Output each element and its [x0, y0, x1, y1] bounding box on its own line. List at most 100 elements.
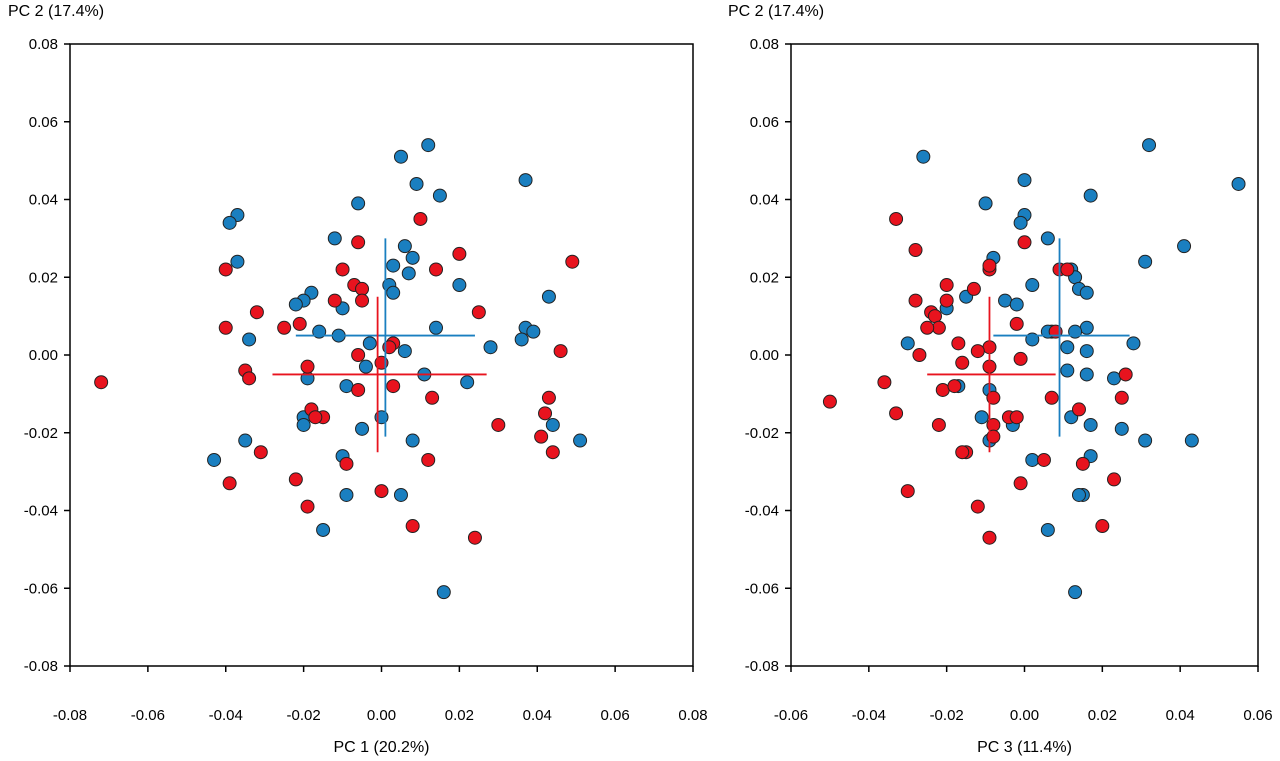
- red-point: [452, 246, 467, 261]
- blue-series: [900, 138, 1246, 600]
- blue-point: [526, 324, 541, 339]
- blue-point: [1126, 336, 1141, 351]
- blue-point: [397, 239, 412, 254]
- blue-point: [339, 379, 354, 394]
- x-tick-label: 0.06: [1243, 707, 1272, 724]
- red-point: [308, 410, 323, 425]
- blue-point: [573, 433, 588, 448]
- red-point: [955, 445, 970, 460]
- red-point: [335, 262, 350, 277]
- red-point: [912, 348, 927, 362]
- y-tick-label: 0.06: [29, 114, 58, 131]
- x-tick-label: -0.06: [131, 707, 165, 724]
- blue-point: [1184, 433, 1199, 448]
- blue-point: [401, 266, 416, 281]
- red-point: [822, 394, 837, 409]
- blue-point: [460, 375, 475, 390]
- y-tick-label: 0.02: [750, 269, 779, 286]
- y-tick-label: 0.00: [750, 347, 779, 364]
- scatter-panel-1: 0.08 0.06 0.04 0.02 0.00 -0.02 -0.04 -0.06 -0.08…: [8, 3, 708, 756]
- blue-point: [1017, 173, 1032, 188]
- red-point: [947, 379, 962, 394]
- blue-point: [916, 149, 931, 164]
- red-point: [249, 305, 264, 320]
- x-tick-label: 0.02: [1088, 707, 1117, 724]
- red-point: [939, 278, 954, 293]
- red-point: [939, 293, 954, 308]
- blue-point: [1025, 452, 1040, 467]
- blue-point: [1040, 231, 1055, 246]
- blue-point: [1177, 239, 1192, 254]
- blue-point: [514, 332, 529, 347]
- red-point: [908, 293, 923, 308]
- red-point: [553, 344, 568, 359]
- x-tick-label: 0.06: [601, 707, 630, 724]
- blue-point: [242, 332, 257, 347]
- blue-point: [900, 336, 915, 351]
- blue-point: [1079, 367, 1094, 382]
- red-point: [538, 406, 553, 421]
- scatter-panel-2: 0.08 0.06 0.04 0.02 0.00 -0.02 -0.04 -0.06 -0.08…: [728, 3, 1273, 756]
- x-tick-label: 0.04: [523, 707, 552, 724]
- y-tick-label: 0.08: [750, 36, 779, 53]
- red-point: [1060, 262, 1075, 277]
- red-point: [467, 530, 482, 545]
- blue-point: [1079, 285, 1094, 300]
- red-point: [429, 262, 444, 277]
- red-point: [541, 390, 556, 405]
- x-axis-title: PC 3 (11.4%): [977, 739, 1072, 756]
- red-point: [545, 445, 560, 460]
- blue-point: [1114, 421, 1129, 436]
- red-point: [327, 293, 342, 308]
- red-point: [900, 484, 915, 499]
- blue-point: [386, 258, 401, 273]
- red-point: [1044, 390, 1059, 405]
- blue-point: [1079, 344, 1094, 359]
- red-point: [218, 262, 233, 277]
- red-point: [1071, 402, 1086, 417]
- red-point: [970, 499, 985, 514]
- blue-point: [1138, 254, 1153, 269]
- blue-series: [207, 138, 588, 600]
- y-tick-label: 0.04: [29, 192, 58, 209]
- red-point: [351, 348, 366, 362]
- x-tick-label: 0.04: [1166, 707, 1195, 724]
- blue-point: [1013, 215, 1028, 230]
- y-tick-label: -0.06: [745, 580, 779, 597]
- y-tick-label: 0.00: [29, 347, 58, 364]
- blue-point: [1107, 371, 1122, 386]
- blue-point: [316, 522, 331, 537]
- y-axis-title: PC 2 (17.4%): [728, 3, 824, 20]
- red-point: [386, 379, 401, 394]
- red-point: [355, 281, 370, 296]
- x-tick-label: 0.02: [445, 707, 474, 724]
- red-point: [491, 417, 506, 432]
- y-tick-label: -0.06: [24, 580, 58, 597]
- red-point: [471, 305, 486, 320]
- blue-point: [1079, 320, 1094, 335]
- red-point: [351, 382, 366, 397]
- y-tick-label: -0.04: [24, 503, 58, 520]
- red-series: [94, 211, 580, 545]
- red-point: [970, 344, 985, 359]
- red-point: [300, 499, 315, 514]
- red-point: [374, 484, 389, 499]
- x-tick-label: 0.00: [367, 707, 396, 724]
- blue-point: [1083, 417, 1098, 432]
- red-point: [405, 519, 420, 534]
- red-point: [425, 390, 440, 405]
- blue-point: [362, 336, 377, 351]
- red-point: [908, 243, 923, 258]
- red-point: [982, 530, 997, 545]
- y-tick-label: -0.08: [745, 658, 779, 675]
- red-point: [300, 359, 315, 374]
- red-point: [931, 320, 946, 335]
- blue-point: [1025, 278, 1040, 293]
- red-point: [277, 320, 292, 335]
- blue-point: [238, 433, 253, 448]
- red-point: [292, 316, 307, 331]
- red-point: [421, 452, 436, 467]
- red-point: [889, 406, 904, 421]
- x-tick-label: -0.06: [774, 707, 808, 724]
